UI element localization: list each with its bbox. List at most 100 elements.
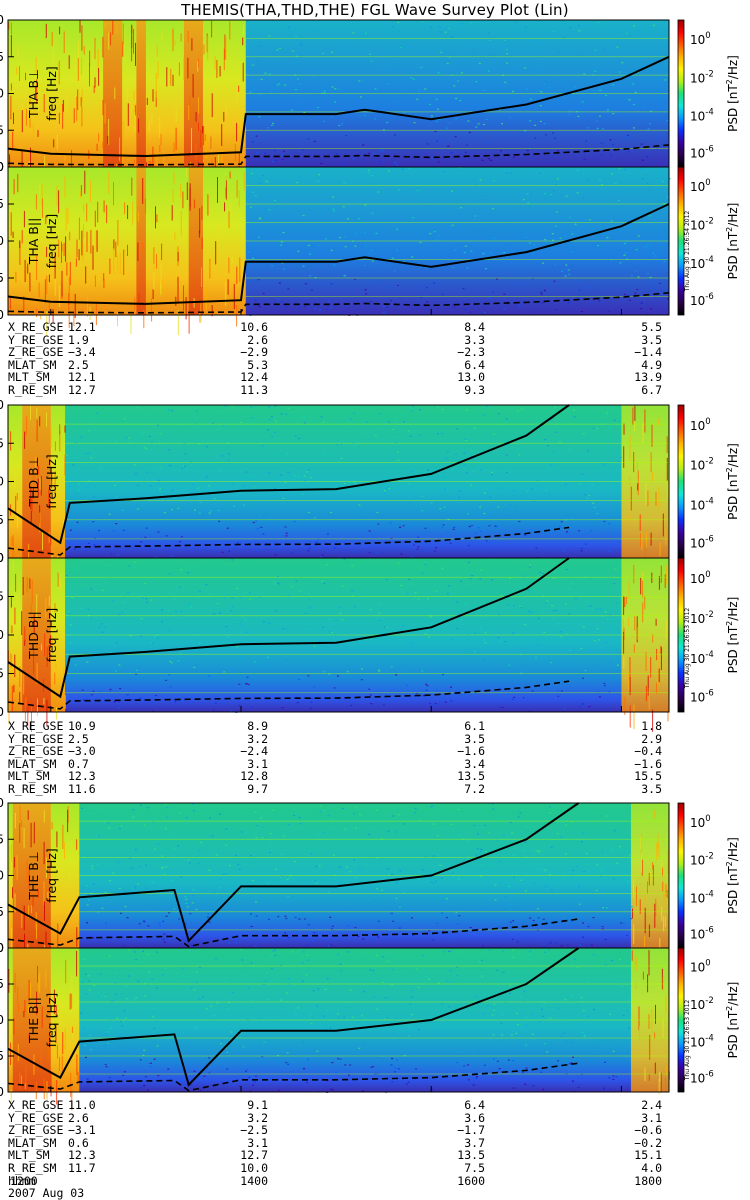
spectrogram-speckle — [550, 193, 553, 196]
spectrogram-speckle — [341, 585, 344, 587]
spectrogram-speckle — [183, 57, 185, 80]
spectrogram-speckle — [19, 805, 21, 822]
spectrogram-speckle — [26, 266, 28, 282]
spectrogram-speckle — [173, 598, 176, 600]
spectrogram-speckle — [64, 153, 66, 161]
spectrogram-speckle — [224, 34, 226, 60]
spectrogram-speckle — [174, 232, 176, 240]
spectrogram-speckle — [158, 1049, 161, 1051]
spectrogram-speckle — [11, 844, 12, 862]
ephemeris-row: Y_RE_GSE 1.9 2.6 3.3 3.5 — [0, 332, 750, 347]
spectrogram-speckle — [228, 942, 231, 945]
spectrogram-speckle — [61, 1055, 63, 1073]
spectrogram-speckle — [135, 673, 138, 675]
spectrogram-speckle — [411, 410, 414, 412]
spectrogram-speckle — [156, 45, 158, 58]
spectrogram-speckle — [184, 923, 187, 925]
spectrogram-speckle — [49, 865, 50, 877]
spectrogram-speckle — [9, 154, 10, 171]
spectrogram-speckle — [268, 622, 271, 624]
colorbar-label: PSD [nT2/Hz] — [725, 203, 740, 280]
spectrogram-speckle — [208, 1057, 211, 1059]
spectrogram-speckle — [109, 564, 112, 566]
spectrogram-speckle — [35, 1081, 37, 1100]
spectrogram-speckle — [213, 498, 216, 500]
spectrogram-speckle — [560, 636, 563, 638]
spectrogram-speckle — [54, 672, 56, 685]
spectrogram-speckle — [198, 850, 201, 852]
spectrogram-speckle — [528, 242, 531, 244]
spectrogram-speckle — [354, 232, 357, 234]
spectrogram-speckle — [88, 894, 90, 896]
spectrogram-speckle — [576, 966, 579, 968]
spectrogram-speckle — [334, 101, 336, 103]
spectrogram-speckle — [509, 908, 512, 910]
spectrogram-speckle — [16, 67, 18, 75]
spectrogram-speckle — [349, 1064, 352, 1066]
spectrogram-speckle — [269, 851, 272, 854]
spectrogram-speckle — [491, 1014, 494, 1016]
spectrogram-speckle — [397, 21, 400, 23]
spectrogram-speckle — [516, 227, 519, 229]
spectrogram-speckle — [391, 1057, 394, 1060]
spectrogram-speckle — [255, 837, 258, 839]
spectrogram-speckle — [345, 866, 348, 868]
spectrogram-speckle — [192, 810, 195, 812]
spectrogram-speckle — [13, 684, 15, 693]
spectrogram-speckle — [664, 916, 666, 928]
spectrogram-speckle — [95, 230, 97, 249]
spectrogram-speckle — [82, 241, 84, 262]
spectrogram-speckle — [431, 209, 434, 211]
spectrogram-speckle — [577, 297, 580, 299]
spectrogram-speckle — [118, 827, 121, 830]
spectrogram-speckle — [656, 135, 659, 137]
spectrogram-speckle — [59, 424, 61, 435]
y-tick-label: 2.0 — [0, 398, 4, 412]
spectrogram-speckle — [660, 647, 662, 670]
spectrogram-speckle — [65, 236, 67, 262]
spectrogram-speckle — [568, 613, 571, 615]
ephemeris-value: 3.3 — [464, 332, 485, 347]
spectrogram-speckle — [398, 927, 401, 929]
spectrogram-speckle — [368, 53, 371, 55]
spectrogram-speckle — [177, 1039, 180, 1041]
spectrogram-speckle — [210, 870, 213, 872]
spectrogram-speckle — [529, 959, 532, 961]
spectrogram-speckle — [210, 1005, 213, 1007]
time-tick-label: 1200 — [10, 1173, 38, 1188]
spectrogram-speckle — [550, 161, 553, 163]
spectrogram-speckle — [64, 176, 66, 198]
spectrogram-speckle — [29, 272, 31, 292]
spectrogram-speckle — [193, 666, 196, 668]
spectrogram-speckle — [81, 106, 83, 127]
spectrogram-speckle — [187, 57, 189, 79]
spectrogram-speckle — [81, 25, 83, 51]
spectrogram-speckle — [120, 912, 122, 914]
spectrogram-speckle — [377, 669, 380, 671]
spectrogram-speckle — [102, 36, 104, 58]
spectrogram-speckle — [82, 958, 85, 960]
spectrogram-speckle — [48, 489, 50, 508]
y-tick-label: 0.0 — [0, 308, 4, 322]
spectrogram-speckle — [63, 242, 65, 256]
spectrogram-speckle — [327, 1028, 330, 1030]
spectrogram-speckle — [451, 638, 453, 641]
spectrogram-speckle — [511, 875, 514, 877]
spectrogram-speckle — [453, 85, 456, 87]
spectrogram-speckle — [496, 839, 499, 841]
spectrogram-speckle — [238, 704, 241, 707]
spectrogram-speckle — [505, 454, 508, 456]
spectrogram-speckle — [640, 577, 642, 595]
spectrogram-speckle — [268, 918, 270, 921]
spectrogram-speckle — [658, 486, 660, 509]
spectrogram-speckle — [51, 474, 53, 489]
spectrogram-speckle — [124, 202, 126, 215]
spectrogram-speckle — [324, 698, 327, 700]
ephemeris-value: −0.4 — [634, 744, 662, 759]
spectrogram-speckle — [36, 79, 38, 104]
spectrogram-speckle — [86, 487, 89, 489]
spectrogram-speckle — [367, 172, 370, 174]
spectrogram-speckle — [189, 604, 192, 606]
